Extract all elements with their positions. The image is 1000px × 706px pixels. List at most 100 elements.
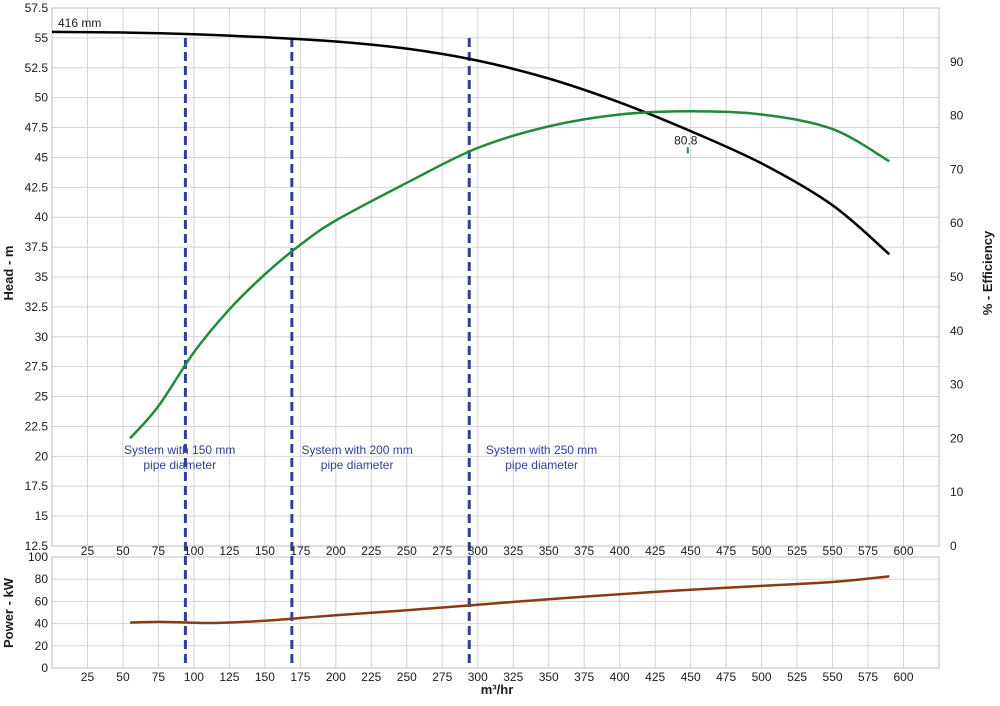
power-x-tick-label: 200 [326,670,346,684]
power-x-tick-label: 125 [219,670,239,684]
head-x-tick-label: 275 [432,544,452,558]
power-x-tick-label: 600 [894,670,914,684]
head-x-tick-label: 550 [823,544,843,558]
peak-efficiency-label: 80.8 [674,133,698,147]
head-x-tick-label: 575 [858,544,878,558]
head-x-tick-label: 325 [503,544,523,558]
power-x-tick-label: 50 [116,670,130,684]
power-x-tick-label: 25 [81,670,95,684]
power-x-tick-label: 500 [752,670,772,684]
system-label-line2: pipe diameter [505,458,578,472]
head-x-tick-label: 150 [255,544,275,558]
head-x-tick-label: 350 [539,544,559,558]
head-x-tick-label: 250 [397,544,417,558]
head-x-tick-label: 475 [716,544,736,558]
power-x-tick-label: 525 [787,670,807,684]
system-label-line1: System with 150 mm [124,443,235,457]
power-x-tick-label: 375 [574,670,594,684]
efficiency-axis-title: % - Efficiency [980,230,995,315]
x-axis-unit-label: m³/hr [481,682,514,697]
head-tick-label: 27.5 [25,360,49,374]
efficiency-tick-label: 90 [950,55,964,69]
system-label-line2: pipe diameter [321,458,394,472]
head-tick-label: 32.5 [25,300,49,314]
power-axis-title: Power - kW [1,577,16,648]
efficiency-tick-label: 70 [950,162,964,176]
efficiency-tick-label: 40 [950,324,964,338]
head-x-tick-label: 600 [894,544,914,558]
power-tick-label: 0 [41,661,48,675]
efficiency-tick-label: 0 [950,539,957,553]
head-tick-label: 25 [35,390,49,404]
power-tick-label: 40 [35,617,49,631]
head-axis-title: Head - m [1,246,16,301]
efficiency-tick-label: 80 [950,109,964,123]
head-x-tick-label: 100 [184,544,204,558]
head-x-tick-label: 300 [468,544,488,558]
power-x-tick-label: 75 [152,670,166,684]
power-x-tick-label: 425 [645,670,665,684]
power-tick-label: 60 [35,594,49,608]
power-x-tick-label: 175 [290,670,310,684]
head-x-tick-label: 50 [116,544,130,558]
efficiency-tick-label: 20 [950,431,964,445]
head-x-tick-label: 200 [326,544,346,558]
head-curve [51,30,891,256]
power-curve [130,575,890,625]
efficiency-tick-label: 60 [950,216,964,230]
power-x-tick-label: 150 [255,670,275,684]
head-x-tick-label: 450 [681,544,701,558]
head-tick-label: 17.5 [25,479,49,493]
head-tick-label: 35 [35,270,49,284]
head-tick-label: 40 [35,210,49,224]
power-x-tick-label: 300 [468,670,488,684]
system-label-line2: pipe diameter [143,458,216,472]
power-tick-label: 100 [28,550,48,564]
power-x-tick-label: 250 [397,670,417,684]
power-tick-label: 20 [35,639,49,653]
head-x-tick-label: 125 [219,544,239,558]
power-x-tick-label: 475 [716,670,736,684]
curves [51,30,891,625]
power-x-tick-label: 450 [681,670,701,684]
power-x-tick-label: 100 [184,670,204,684]
grid [51,7,940,669]
head-panel-frame [51,7,940,547]
head-x-tick-label: 400 [610,544,630,558]
head-tick-label: 55 [35,31,49,45]
efficiency-tick-label: 10 [950,485,964,499]
head-tick-label: 30 [35,330,49,344]
head-x-tick-label: 25 [81,544,95,558]
head-tick-label: 45 [35,150,49,164]
head-x-tick-label: 500 [752,544,772,558]
efficiency-curve [129,110,890,440]
head-x-tick-label: 375 [574,544,594,558]
head-tick-label: 37.5 [25,240,49,254]
system-label-line1: System with 200 mm [301,443,412,457]
head-tick-label: 42.5 [25,180,49,194]
head-tick-label: 57.5 [25,1,49,15]
head-x-tick-label: 75 [152,544,166,558]
efficiency-tick-label: 50 [950,270,964,284]
power-tick-label: 80 [35,572,49,586]
power-x-tick-label: 400 [610,670,630,684]
power-x-tick-label: 550 [823,670,843,684]
head-x-tick-label: 225 [361,544,381,558]
head-tick-label: 20 [35,449,49,463]
power-panel-frame [51,556,940,669]
power-x-tick-label: 325 [503,670,523,684]
head-tick-label: 52.5 [25,61,49,75]
head-tick-label: 47.5 [25,121,49,135]
head-x-tick-label: 175 [290,544,310,558]
power-x-tick-label: 275 [432,670,452,684]
system-label-line1: System with 250 mm [486,443,597,457]
head-tick-label: 22.5 [25,419,49,433]
labels: 12.5 15 17.5 20 22.5 25 27.5 30 32.5 35 37.5 40 42.5… [25,1,964,684]
head-tick-label: 15 [35,509,49,523]
head-x-tick-label: 425 [645,544,665,558]
power-x-tick-label: 575 [858,670,878,684]
power-x-tick-label: 225 [361,670,381,684]
head-tick-label: 50 [35,91,49,105]
head-x-tick-label: 525 [787,544,807,558]
